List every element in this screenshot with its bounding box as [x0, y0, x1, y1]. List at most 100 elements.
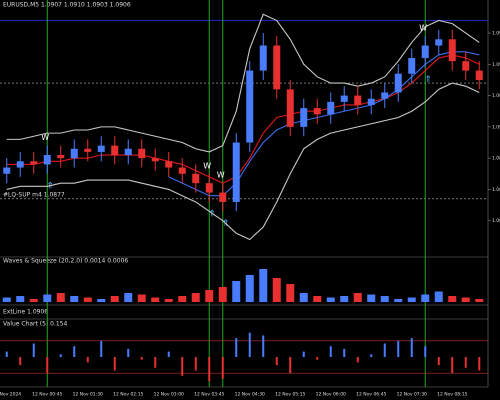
histogram-bar	[259, 269, 268, 302]
oscillator-bar	[356, 357, 359, 363]
x-tick-label: 12 Nov 2024	[0, 392, 21, 398]
histogram-bar	[232, 281, 241, 302]
oscillator-bar	[194, 357, 197, 371]
histogram-bar	[151, 297, 160, 302]
x-tick-label: 12 Nov 07:30	[397, 392, 427, 398]
histogram-bar	[97, 299, 106, 302]
candle-body	[381, 92, 389, 99]
panel-title: Value Chart (5) 0.154	[3, 321, 68, 328]
x-tick-label: 12 Nov 06:00	[316, 392, 346, 398]
y-tick-label: 1.0920	[492, 62, 500, 68]
panel-title: ExtLine 1.0906	[3, 309, 48, 316]
x-tick-label: 12 Nov 01:30	[73, 392, 103, 398]
candle-body	[340, 95, 348, 102]
histogram-bar	[448, 296, 457, 302]
oscillator-bar	[329, 346, 332, 357]
histogram-bar	[205, 290, 214, 302]
histogram-bar	[29, 299, 38, 302]
histogram-bar	[313, 296, 322, 302]
oscillator-bar	[100, 340, 103, 357]
candle-body	[219, 192, 227, 202]
x-tick-label: 12 Nov 00:45	[32, 392, 62, 398]
candle-body	[286, 89, 294, 127]
histogram-bar	[110, 296, 119, 302]
histogram-bar	[191, 293, 200, 302]
signal-label: W	[203, 161, 211, 170]
oscillator-bar	[410, 338, 413, 357]
oscillator-bar	[5, 351, 8, 357]
oscillator-bar	[181, 357, 184, 376]
panel-title: Waves & Squeeze (20,2.0) 0.0014 0.0006	[3, 258, 128, 265]
oscillator-bar	[221, 357, 224, 379]
histogram-bar	[164, 299, 173, 302]
candle-body	[435, 39, 443, 46]
oscillator-bar	[127, 348, 130, 357]
candle-body	[273, 45, 281, 90]
histogram-bar	[2, 297, 11, 302]
histogram-bar	[245, 275, 254, 302]
histogram-bar	[475, 299, 484, 302]
oscillator-bar	[397, 340, 400, 357]
oscillator-bar	[86, 357, 89, 363]
candle-body	[70, 148, 78, 159]
histogram-bar	[407, 297, 416, 302]
indicator-line	[6, 13, 480, 153]
signal-arrow: ⇑	[208, 209, 216, 219]
oscillator-bar	[140, 357, 143, 360]
candle-body	[84, 148, 92, 152]
x-tick-label: 12 Nov 08:15	[437, 392, 467, 398]
candle-body	[354, 95, 362, 105]
signal-arrow: ⇑	[46, 181, 54, 191]
candle-body	[246, 70, 254, 143]
histogram-bar	[70, 296, 79, 302]
candle-body	[192, 173, 200, 184]
oscillator-bar	[316, 357, 319, 360]
histogram-bar	[56, 293, 65, 302]
y-tick-label: 1.0900	[492, 124, 500, 130]
oscillator-bar	[167, 351, 170, 357]
candle-body	[300, 108, 308, 127]
oscillator-bar	[383, 343, 386, 357]
oscillator-bar	[343, 348, 346, 357]
oscillator-bar	[478, 357, 481, 371]
y-tick-label: 1.0890	[492, 156, 500, 162]
histogram-bar	[340, 296, 349, 302]
histogram-bar	[43, 294, 52, 302]
y-tick-label: 1.0870	[492, 218, 500, 224]
signal-label: W	[419, 24, 427, 33]
x-tick-label: 12 Nov 05:15	[275, 392, 305, 398]
indicator-line	[6, 82, 480, 241]
candle-body	[408, 58, 416, 74]
candle-body	[367, 98, 375, 105]
histogram-bar	[461, 297, 470, 302]
candle-body	[327, 101, 335, 115]
x-tick-label: 12 Nov 04:30	[235, 392, 265, 398]
signal-label: W	[217, 171, 225, 180]
histogram-bar	[16, 296, 25, 302]
y-tick-label: 1.0880	[492, 187, 500, 193]
oscillator-bar	[370, 354, 373, 357]
candle-body	[43, 155, 51, 165]
oscillator-bar	[302, 351, 305, 357]
candle-body	[57, 155, 65, 159]
candle-body	[138, 148, 146, 159]
histogram-bar	[137, 294, 146, 302]
candle-body	[165, 161, 173, 168]
candle-body	[259, 45, 267, 71]
histogram-bar	[178, 296, 187, 302]
histogram-bar	[299, 293, 308, 302]
oscillator-bar	[464, 357, 467, 368]
oscillator-bar	[248, 332, 251, 357]
candle-body	[30, 161, 38, 165]
histogram-bar	[367, 294, 376, 302]
x-tick-label: 12 Nov 03:00	[154, 392, 184, 398]
histogram-bar	[421, 294, 430, 302]
oscillator-bar	[59, 354, 62, 357]
histogram-bar	[380, 296, 389, 302]
histogram-bar	[272, 278, 281, 302]
candle-body	[178, 167, 186, 174]
oscillator-bar	[32, 343, 35, 357]
x-tick-label: 12 Nov 02:15	[113, 392, 143, 398]
histogram-bar	[286, 284, 295, 302]
